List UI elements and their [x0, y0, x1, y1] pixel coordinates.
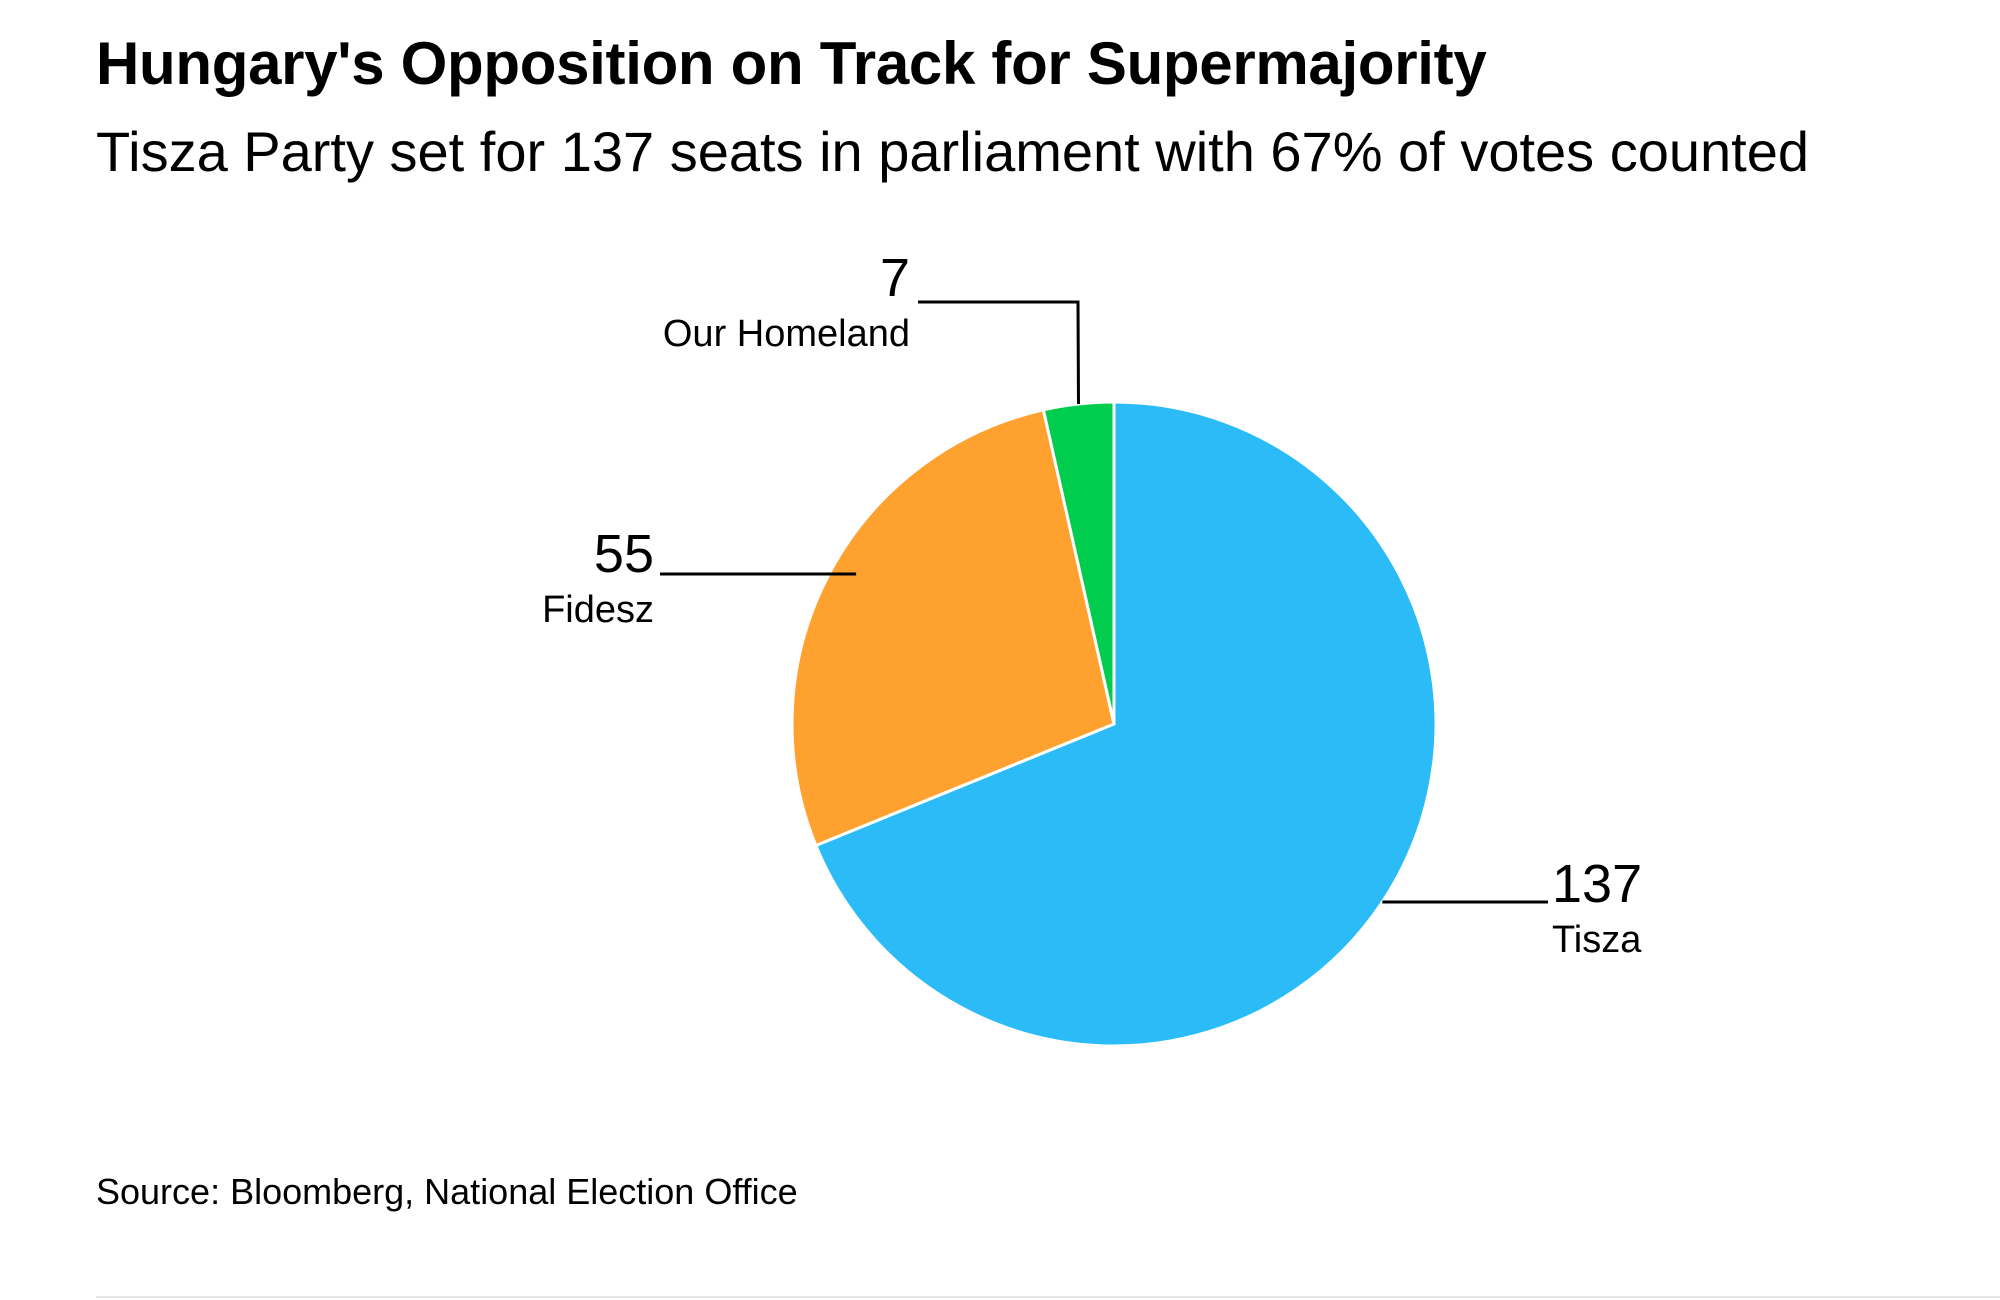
value-label-tisza: 137: [1552, 854, 1642, 914]
chart-subtitle: Tisza Party set for 137 seats in parliam…: [96, 120, 1810, 183]
chart-title: Hungary's Opposition on Track for Superm…: [96, 30, 1487, 97]
chart-source: Source: Bloomberg, National Election Off…: [96, 1171, 798, 1212]
pie-slice-tisza: [814, 400, 1438, 1048]
category-label-our-homeland: Our Homeland: [663, 313, 910, 355]
leader-line-our-homeland: [918, 300, 1080, 404]
pie-slices: [790, 400, 1438, 1048]
category-label-tisza: Tisza: [1552, 919, 1642, 961]
category-label-fidesz: Fidesz: [542, 589, 654, 631]
bottom-divider: [96, 1296, 2000, 1298]
value-label-our-homeland: 7: [880, 248, 910, 308]
slice-leader-lines: [660, 300, 1548, 904]
value-label-fidesz: 55: [594, 524, 654, 584]
pie-slice-our-homeland: [1041, 400, 1116, 726]
slice-labels: 137 Tisza 55 Fidesz 7 Our Homeland: [542, 248, 1642, 961]
